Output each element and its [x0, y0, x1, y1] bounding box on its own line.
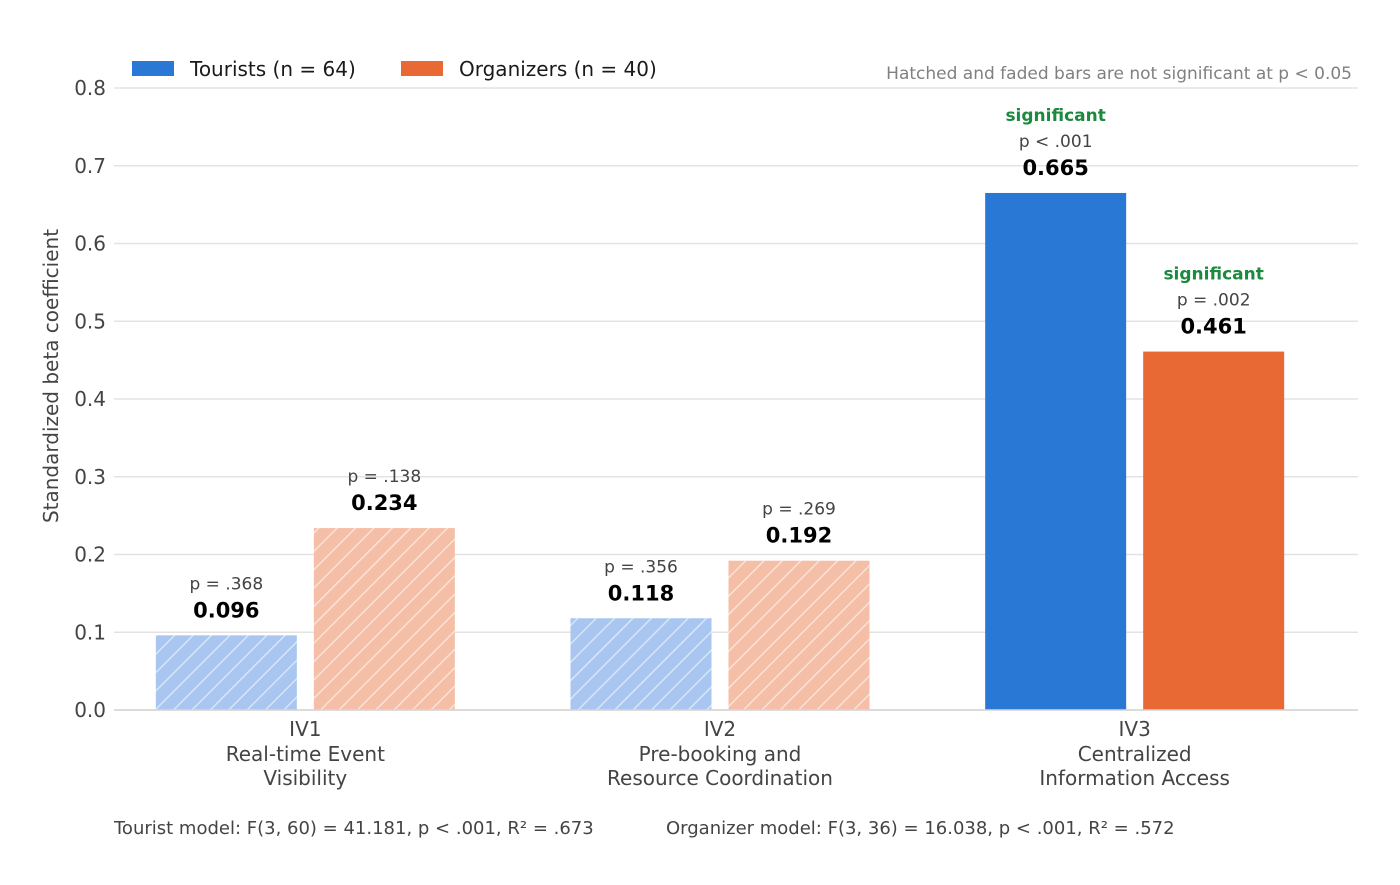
axes: 0.0 0.1 0.2 0.3 0.4 0.5 0.6 0.7 0.8 IV1Real-time … — [74, 76, 1358, 790]
bar-value-label: 0.118 — [608, 581, 674, 605]
bar-hatch — [155, 635, 297, 710]
y-tick-label: 0.5 — [74, 309, 106, 333]
y-tick-label: 0.2 — [74, 543, 106, 567]
x-tick-label: Resource Coordination — [607, 766, 833, 790]
y-tick-label: 0.6 — [74, 232, 106, 256]
y-tick-label: 0.1 — [74, 620, 106, 644]
bar-p-label: p < .001 — [1019, 132, 1093, 152]
bar-value-label: 0.461 — [1180, 315, 1246, 339]
footer-organizer-model: Organizer model: F(3, 36) = 16.038, p < … — [666, 818, 1175, 839]
x-tick-code: IV2 — [704, 717, 736, 741]
legend-label-tourists: Tourists (n = 64) — [189, 57, 356, 81]
y-axis-title: Standardized beta coefficient — [39, 229, 63, 523]
bar-value-label: 0.096 — [193, 598, 259, 622]
bar-value-label: 0.234 — [351, 491, 417, 515]
bar-p-label: p = .368 — [189, 574, 263, 594]
y-tick-label: 0.0 — [74, 698, 106, 722]
bar-labels: 0.096 p = .368 0.234 p = .138 0.118 p = .356 0… — [189, 106, 1263, 622]
legend-swatch-tourists — [132, 61, 174, 76]
legend-label-organizers: Organizers (n = 40) — [459, 57, 657, 81]
significance-note: Hatched and faded bars are not significa… — [886, 64, 1352, 84]
x-tick-label: Pre-booking and — [639, 742, 802, 766]
bar-value-label: 0.192 — [766, 524, 832, 548]
x-tick-label: Information Access — [1039, 766, 1230, 790]
bar-hatch — [313, 528, 455, 710]
bar-p-label: p = .138 — [347, 467, 421, 487]
y-tick-label: 0.7 — [74, 154, 106, 178]
y-tick-label: 0.4 — [74, 387, 106, 411]
x-tick-label: Centralized — [1078, 742, 1192, 766]
bar-p-label: p = .002 — [1177, 291, 1251, 311]
bar-significant-label: significant — [1005, 106, 1105, 126]
y-tick-label: 0.3 — [74, 465, 106, 489]
y-tick-label: 0.8 — [74, 76, 106, 100]
bar-significant-label: significant — [1163, 265, 1263, 285]
legend: Tourists (n = 64) Organizers (n = 40) — [132, 57, 657, 81]
bar — [985, 192, 1127, 710]
bar-value-label: 0.665 — [1022, 156, 1088, 180]
footer-tourist-model: Tourist model: F(3, 60) = 41.181, p < .0… — [113, 818, 594, 839]
bar-hatch — [570, 618, 712, 710]
bar-p-label: p = .269 — [762, 500, 836, 520]
x-tick-label: Visibility — [263, 766, 347, 790]
bar-p-label: p = .356 — [604, 557, 678, 577]
x-tick-code: IV3 — [1119, 717, 1151, 741]
bar — [1143, 351, 1285, 710]
bar-hatch — [728, 560, 870, 710]
bars — [155, 192, 1285, 710]
x-tick-code: IV1 — [289, 717, 321, 741]
x-tick-label: Real-time Event — [226, 742, 385, 766]
legend-swatch-organizers — [401, 61, 443, 76]
